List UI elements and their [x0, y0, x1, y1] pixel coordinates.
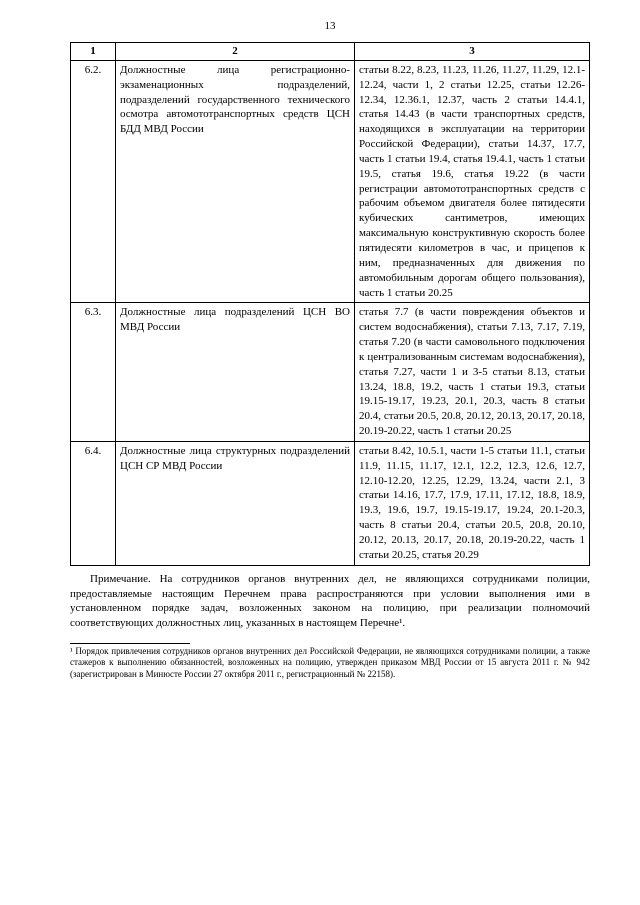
row-description: Должностные лица подразделений ЦСН ВО МВ… — [116, 303, 355, 442]
row-number: 6.2. — [71, 60, 116, 303]
table-row: 6.2. Должностные лица регистрационно-экз… — [71, 60, 590, 303]
page-number: 13 — [70, 20, 590, 32]
footnote-text: ¹ Порядок привлечения сотрудников органо… — [70, 646, 590, 680]
document-page: 13 1 2 3 6.2. Должностные лица регистрац… — [0, 0, 640, 710]
row-articles: статьи 8.42, 10.5.1, части 1-5 статьи 11… — [355, 441, 590, 565]
row-number: 6.4. — [71, 441, 116, 565]
header-col-2: 2 — [116, 43, 355, 61]
footnote-separator — [70, 643, 190, 644]
row-number: 6.3. — [71, 303, 116, 442]
table-row: 6.4. Должностные лица структурных подраз… — [71, 441, 590, 565]
header-col-1: 1 — [71, 43, 116, 61]
header-col-3: 3 — [355, 43, 590, 61]
table-row: 6.3. Должностные лица подразделений ЦСН … — [71, 303, 590, 442]
row-description: Должностные лица структурных подразделен… — [116, 441, 355, 565]
row-articles: статья 7.7 (в части повреждения объектов… — [355, 303, 590, 442]
row-articles: статьи 8.22, 8.23, 11.23, 11.26, 11.27, … — [355, 60, 590, 303]
table-header-row: 1 2 3 — [71, 43, 590, 61]
main-table: 1 2 3 6.2. Должностные лица регистрацион… — [70, 42, 590, 566]
row-description: Должностные лица регистрационно-экзамена… — [116, 60, 355, 303]
note-paragraph: Примечание. На сотрудников органов внутр… — [70, 572, 590, 631]
